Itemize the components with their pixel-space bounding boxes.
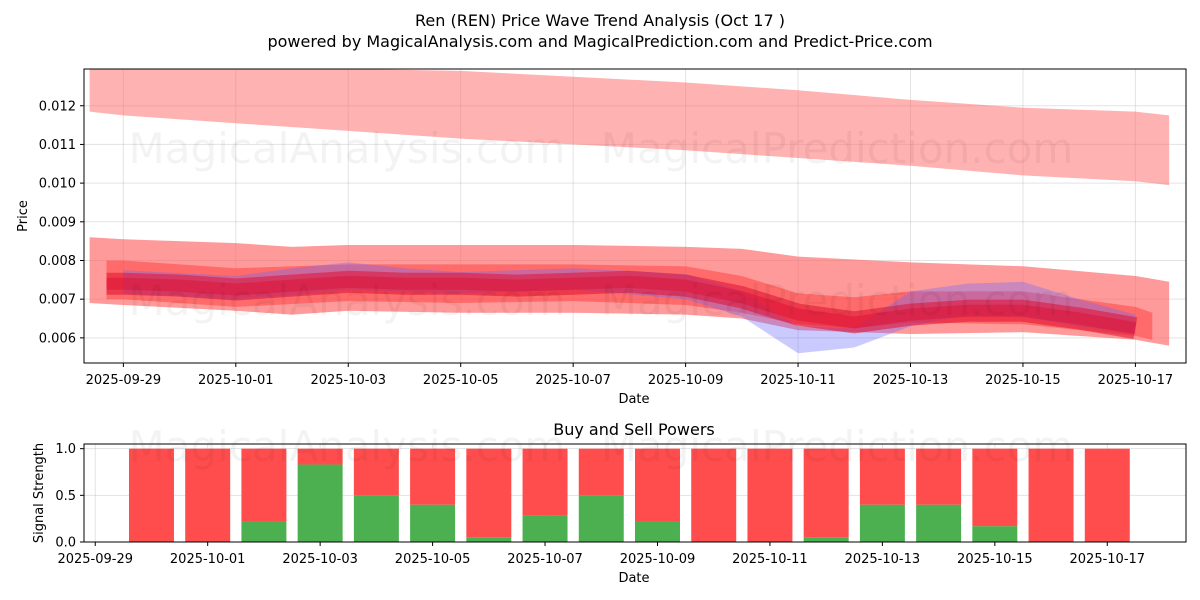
price-y-axis-label: Price [16,200,31,232]
price-y-tick-label: 0.012 [39,99,76,114]
price-y-tick-label: 0.008 [39,254,76,269]
buy-bar [353,495,399,542]
signal-y-tick-label: 0.5 [55,489,76,504]
buy-bar [859,504,905,542]
sell-bar [916,448,962,505]
buy-bar [410,504,456,542]
signal-x-tick-label: 2025-10-09 [620,552,696,567]
price-y-tick-label: 0.011 [39,138,76,153]
price-plot: MagicalAnalysis.com MagicalPrediction.co… [16,68,1187,407]
sell-bar [578,448,624,496]
price-x-axis: 2025-09-29 2025-10-01 2025-10-03 2025-10-05… [86,363,1174,388]
price-y-tick-label: 0.009 [39,215,76,230]
sell-bar [410,448,456,505]
watermark-prediction-top: MagicalPrediction.com [601,124,1074,173]
signal-x-tick-label: 2025-09-29 [57,552,133,567]
watermark-prediction-mid: MagicalPrediction.com [601,276,1074,325]
signal-x-axis: 2025-09-29 2025-10-01 2025-10-03 2025-10-05… [57,542,1145,567]
sell-bar [241,448,287,522]
watermark-analysis-top: MagicalAnalysis.com [129,124,566,173]
sell-bar [128,448,174,542]
chart-title: Ren (REN) Price Wave Trend Analysis (Oct… [415,11,785,30]
price-y-tick-label: 0.006 [39,331,76,346]
price-x-tick-label: 2025-10-17 [1098,373,1174,388]
signal-y-axis-label: Signal Strength [32,443,47,543]
sell-bar [803,448,849,538]
signal-plot: Buy and Sell Powers MagicalAnalysis.com … [32,420,1187,586]
sell-bar [1028,448,1074,542]
price-x-tick-label: 2025-10-01 [198,373,274,388]
signal-y-axis: 0.0 0.5 1.0 [55,442,84,551]
sell-bar [353,448,399,496]
buy-bar [635,521,680,542]
upper-price-band [89,69,1170,186]
sell-bar [297,448,343,465]
buy-bar [466,537,512,542]
signal-x-tick-label: 2025-10-11 [732,552,808,567]
watermark-analysis-mid: MagicalAnalysis.com [129,276,566,325]
buy-bar [803,537,849,542]
buy-bar [578,495,624,542]
sell-bar [1084,448,1130,542]
price-x-axis-label: Date [618,392,649,407]
price-y-tick-label: 0.010 [39,177,76,192]
signal-x-tick-label: 2025-10-15 [957,552,1033,567]
price-x-tick-label: 2025-10-09 [648,373,724,388]
sell-bar [635,448,680,522]
price-y-axis: 0.006 0.007 0.008 0.009 0.010 0.011 0.012 [39,99,84,346]
sell-bar [972,448,1018,527]
core-price-line [106,275,1137,335]
signal-bars [128,448,1130,542]
sell-bar [185,448,231,542]
signal-y-tick-label: 1.0 [55,442,76,457]
chart-subtitle: powered by MagicalAnalysis.com and Magic… [267,32,932,51]
buy-bar [916,504,962,542]
buy-bar [972,526,1018,542]
signal-x-tick-label: 2025-10-17 [1070,552,1146,567]
watermark-prediction-bottom: MagicalPrediction.com [601,422,1074,471]
sell-bar [522,448,568,516]
price-x-tick-label: 2025-10-03 [310,373,386,388]
price-bands [89,69,1170,354]
price-x-tick-label: 2025-10-11 [760,373,836,388]
price-x-tick-label: 2025-10-07 [535,373,611,388]
signal-x-tick-label: 2025-10-01 [170,552,246,567]
buy-bar [522,515,568,542]
signal-x-axis-label: Date [618,571,649,586]
signal-x-tick-label: 2025-10-05 [395,552,471,567]
sell-bar [691,448,737,542]
sell-bar [466,448,512,538]
price-x-tick-label: 2025-10-15 [985,373,1061,388]
price-x-tick-label: 2025-09-29 [86,373,162,388]
price-plot-frame [83,68,1187,364]
price-y-tick-label: 0.007 [39,293,76,308]
watermark-analysis-bottom: MagicalAnalysis.com [129,422,566,471]
buy-bar [297,464,343,542]
signal-y-tick-label: 0.0 [55,536,76,551]
signal-plot-title: Buy and Sell Powers [553,420,715,439]
buy-bar [241,521,287,542]
signal-x-tick-label: 2025-10-07 [507,552,583,567]
sell-bar [747,448,793,542]
sell-bar [859,448,905,505]
price-x-tick-label: 2025-10-13 [873,373,949,388]
signal-plot-frame [83,443,1187,543]
price-x-tick-label: 2025-10-05 [423,373,499,388]
signal-x-tick-label: 2025-10-03 [282,552,358,567]
signal-x-tick-label: 2025-10-13 [845,552,921,567]
